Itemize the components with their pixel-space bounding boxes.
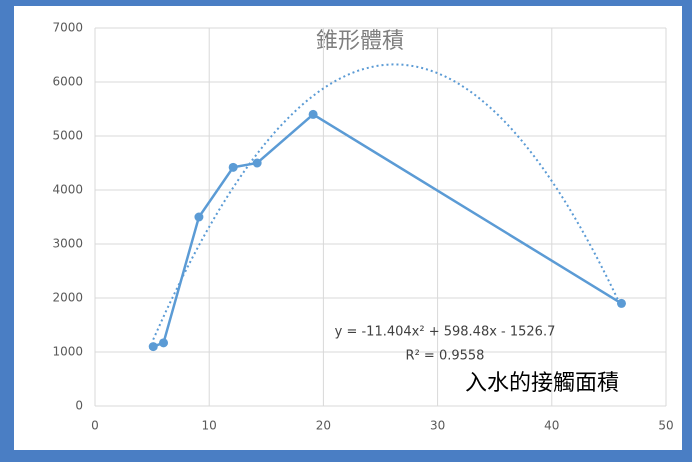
y-tick-label: 5000 — [52, 129, 83, 143]
y-tick-label: 1000 — [52, 345, 83, 359]
trendline — [152, 63, 623, 341]
y-tick-label: 2000 — [52, 291, 83, 305]
x-tick-label: 20 — [316, 419, 331, 433]
x-axis-title: 入水的接觸面積 — [465, 371, 619, 396]
data-point — [148, 342, 158, 352]
data-point — [228, 162, 238, 172]
data-point — [616, 298, 626, 308]
x-tick-label: 40 — [544, 419, 559, 433]
x-tick-label: 10 — [202, 419, 217, 433]
x-tick-label: 0 — [91, 419, 99, 433]
y-tick-label: 6000 — [52, 75, 83, 89]
x-tick-label: 50 — [658, 419, 673, 433]
y-tick-label: 4000 — [52, 183, 83, 197]
x-tick-label: 30 — [430, 419, 445, 433]
trendline-r2: R² = 0.9558 — [406, 349, 485, 364]
data-point — [308, 109, 318, 119]
chart-area — [14, 6, 682, 450]
y-tick-label: 7000 — [52, 21, 83, 35]
data-point — [194, 212, 204, 222]
y-tick-label: 0 — [75, 399, 83, 413]
y-tick-label: 3000 — [52, 237, 83, 251]
data-point — [159, 338, 169, 348]
chart-title: 錐形體積 — [316, 29, 404, 54]
data-point — [252, 158, 262, 168]
trendline-equation: y = -11.404x² + 598.48x - 1526.7 — [335, 325, 556, 340]
